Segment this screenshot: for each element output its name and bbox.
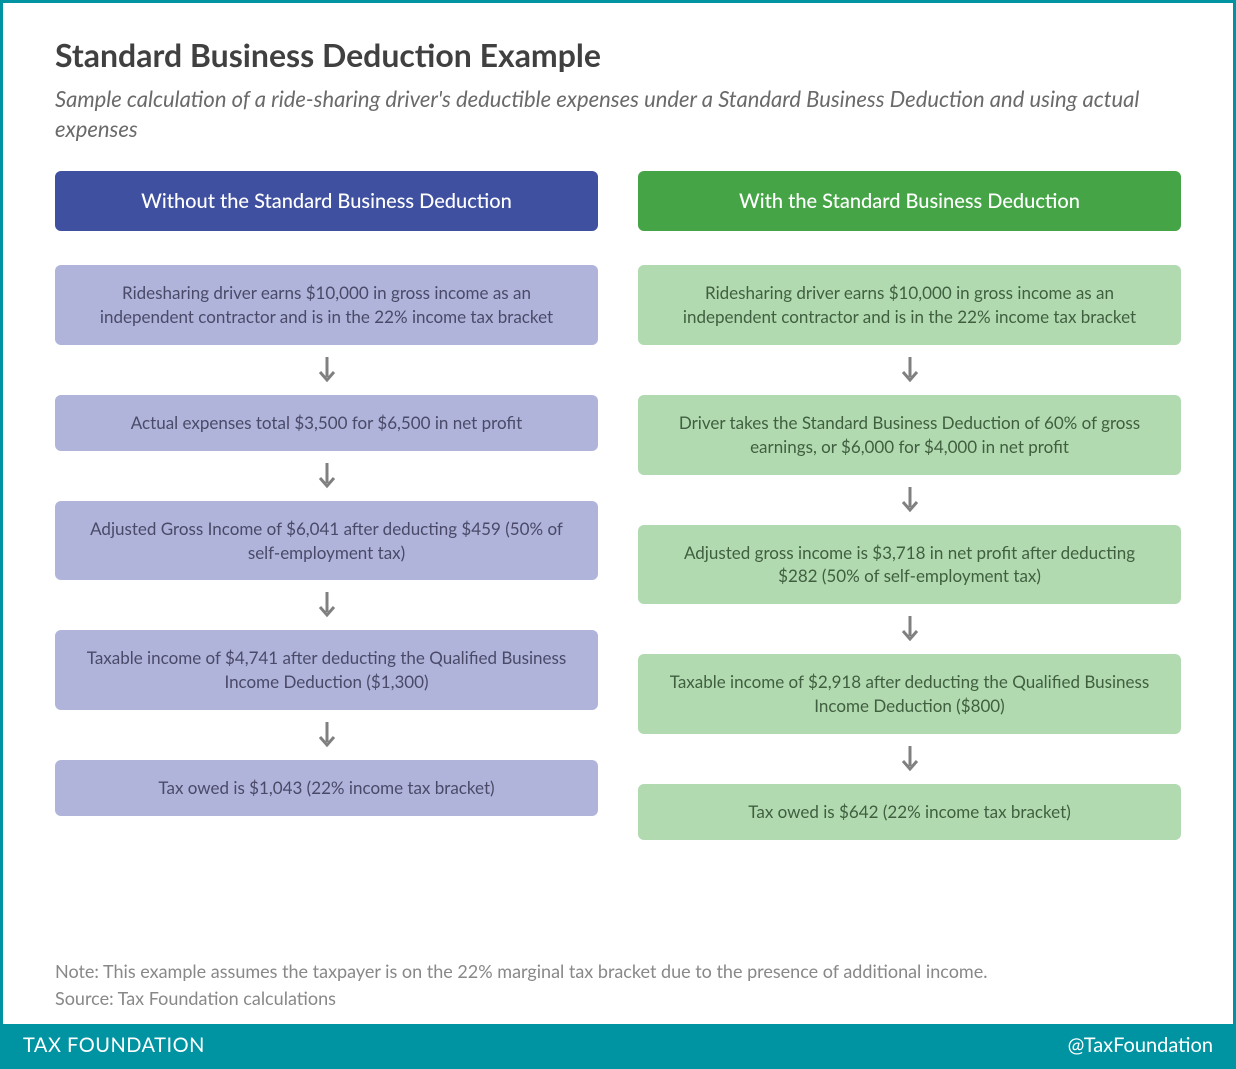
down-arrow-icon bbox=[316, 355, 338, 385]
down-arrow-icon bbox=[316, 590, 338, 620]
page-title: Standard Business Deduction Example bbox=[55, 35, 1181, 74]
footer-bar: TAX FOUNDATION @TaxFoundation bbox=[3, 1024, 1233, 1066]
down-arrow-icon bbox=[316, 461, 338, 491]
right-step: Ridesharing driver earns $10,000 in gros… bbox=[638, 265, 1181, 345]
right-column: With the Standard Business Deduction Ride… bbox=[638, 171, 1181, 940]
footnotes: Note: This example assumes the taxpayer … bbox=[55, 958, 1181, 1012]
left-step: Taxable income of $4,741 after deducting… bbox=[55, 630, 598, 710]
source-text: Source: Tax Foundation calculations bbox=[55, 985, 1181, 1012]
footer-org: TAX FOUNDATION bbox=[23, 1033, 205, 1057]
down-arrow-icon bbox=[899, 614, 921, 644]
right-step: Tax owed is $642 (22% income tax bracket… bbox=[638, 784, 1181, 840]
down-arrow-icon bbox=[316, 720, 338, 750]
page-subtitle: Sample calculation of a ride-sharing dri… bbox=[55, 84, 1181, 143]
right-step: Adjusted gross income is $3,718 in net p… bbox=[638, 525, 1181, 605]
left-step: Ridesharing driver earns $10,000 in gros… bbox=[55, 265, 598, 345]
infographic-frame: Standard Business Deduction Example Samp… bbox=[0, 0, 1236, 1069]
content-area: Standard Business Deduction Example Samp… bbox=[3, 3, 1233, 1024]
down-arrow-icon bbox=[899, 485, 921, 515]
right-step: Taxable income of $2,918 after deducting… bbox=[638, 654, 1181, 734]
right-step: Driver takes the Standard Business Deduc… bbox=[638, 395, 1181, 475]
note-text: Note: This example assumes the taxpayer … bbox=[55, 958, 1181, 985]
right-header: With the Standard Business Deduction bbox=[638, 171, 1181, 231]
left-column: Without the Standard Business Deduction R… bbox=[55, 171, 598, 940]
down-arrow-icon bbox=[899, 355, 921, 385]
left-step: Adjusted Gross Income of $6,041 after de… bbox=[55, 501, 598, 581]
left-step: Actual expenses total $3,500 for $6,500 … bbox=[55, 395, 598, 451]
left-step: Tax owed is $1,043 (22% income tax brack… bbox=[55, 760, 598, 816]
down-arrow-icon bbox=[899, 744, 921, 774]
footer-handle: @TaxFoundation bbox=[1068, 1033, 1213, 1057]
left-header: Without the Standard Business Deduction bbox=[55, 171, 598, 231]
comparison-columns: Without the Standard Business Deduction R… bbox=[55, 171, 1181, 940]
